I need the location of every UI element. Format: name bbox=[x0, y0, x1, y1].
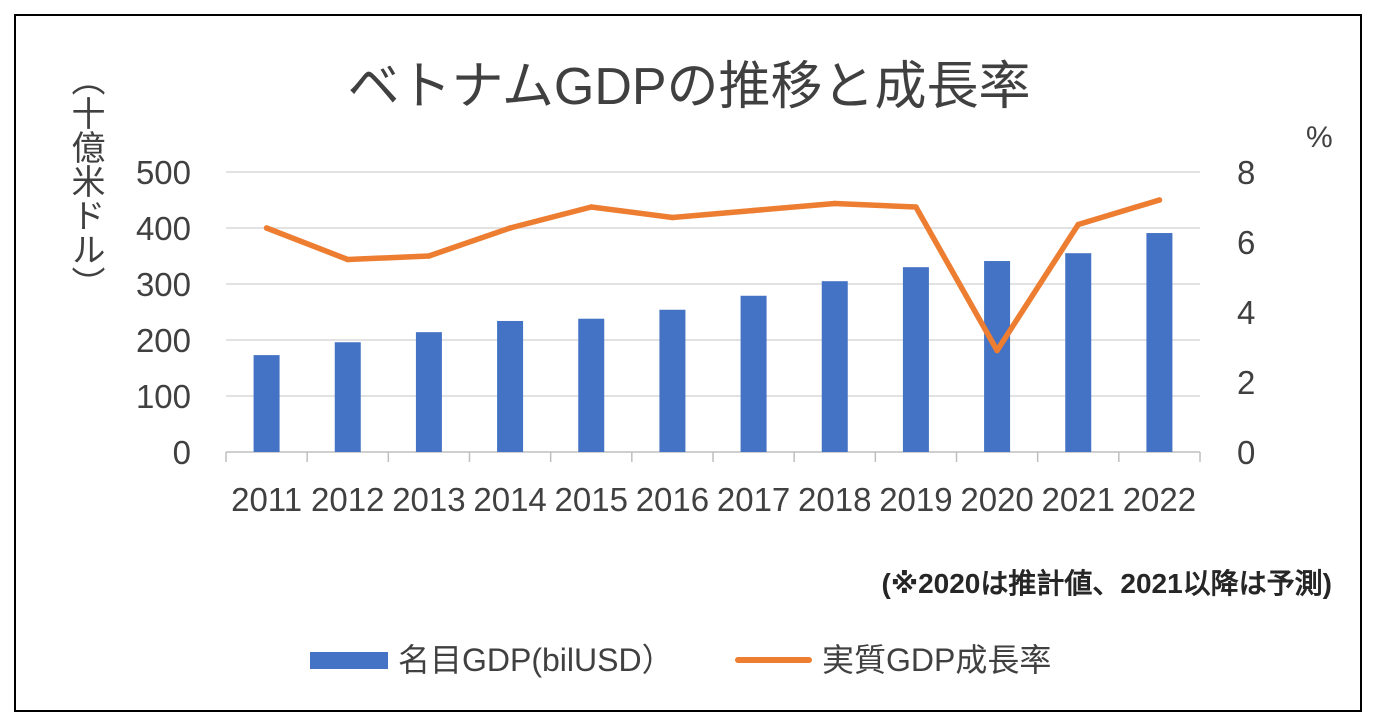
y-tick-label: 400 bbox=[136, 210, 191, 247]
x-axis bbox=[225, 451, 1201, 462]
y-tick-label: 0 bbox=[173, 434, 191, 471]
bar-2018 bbox=[821, 281, 848, 452]
legend-label-nominal-gdp: 名目GDP(bilUSD） bbox=[398, 642, 674, 678]
line-point-2020 bbox=[994, 347, 1000, 354]
line-point-2019 bbox=[913, 204, 919, 210]
bar-2011 bbox=[253, 355, 280, 452]
y-tick-label: 500 bbox=[136, 154, 191, 191]
chart-frame bbox=[14, 14, 1362, 712]
bar-2019 bbox=[902, 267, 929, 452]
line-point-2011 bbox=[263, 225, 270, 231]
y2-tick-label: 0 bbox=[1237, 434, 1255, 471]
line-point-2012 bbox=[344, 256, 351, 263]
bar-2021 bbox=[1065, 253, 1092, 452]
bar-2012 bbox=[334, 342, 361, 452]
bar-2015 bbox=[578, 318, 605, 452]
x-tick-label: 2017 bbox=[717, 481, 790, 518]
y-axis-right-labels: 0 2 4 6 8 bbox=[1237, 154, 1255, 471]
y-tick-label: 200 bbox=[136, 322, 191, 359]
x-axis-labels: 2011 2012 2013 2014 2015 2016 2017 2018 2019 2020… bbox=[231, 481, 1196, 518]
bar-2014 bbox=[497, 320, 524, 452]
y-tick-label: 100 bbox=[136, 378, 191, 415]
x-tick-label: 2018 bbox=[798, 481, 871, 518]
bar-2020 bbox=[984, 261, 1011, 452]
gridlines bbox=[226, 171, 1200, 397]
bar-2016 bbox=[659, 309, 686, 452]
secondary-y-axis-unit: % bbox=[1306, 121, 1333, 154]
x-tick-label: 2012 bbox=[311, 481, 384, 518]
x-tick-label: 2019 bbox=[879, 481, 952, 518]
y-axis-left-labels: 0 100 200 300 400 500 bbox=[136, 154, 191, 471]
y2-tick-label: 4 bbox=[1237, 294, 1255, 331]
x-tick-label: 2013 bbox=[392, 481, 465, 518]
chart-note: (※2020は推計値、2021以降は予測) bbox=[881, 568, 1332, 599]
bar-2022 bbox=[1146, 233, 1173, 452]
x-tick-label: 2020 bbox=[960, 481, 1033, 518]
line-point-2018 bbox=[831, 200, 838, 207]
line-point-2021 bbox=[1075, 221, 1082, 228]
growth-line bbox=[263, 197, 1163, 354]
bar-2013 bbox=[415, 332, 442, 452]
legend-item-real-gdp-growth: 実質GDP成長率 bbox=[735, 640, 1051, 680]
x-tick-label: 2014 bbox=[473, 481, 546, 518]
y-tick-label: 300 bbox=[136, 266, 191, 303]
legend-label-real-gdp-growth: 実質GDP成長率 bbox=[822, 642, 1052, 678]
line-series-real-gdp-growth bbox=[263, 197, 1163, 354]
legend-swatch-line bbox=[735, 657, 812, 663]
line-point-2013 bbox=[426, 253, 432, 259]
line-point-2022 bbox=[1156, 197, 1163, 203]
line-point-2015 bbox=[588, 204, 595, 210]
y-axis-label: （十億米ドル） bbox=[66, 62, 104, 300]
bar-2017 bbox=[740, 295, 767, 452]
chart-title: ベトナムGDPの推移と成長率 bbox=[347, 58, 1031, 116]
y2-tick-label: 8 bbox=[1237, 154, 1255, 191]
x-tick-label: 2022 bbox=[1123, 481, 1196, 518]
x-tick-label: 2011 bbox=[231, 481, 302, 518]
y2-tick-label: 2 bbox=[1237, 364, 1255, 401]
line-point-2014 bbox=[507, 225, 513, 231]
bar-series-nominal-gdp bbox=[253, 233, 1173, 452]
legend-item-nominal-gdp: 名目GDP(bilUSD） bbox=[310, 640, 674, 680]
x-tick-label: 2016 bbox=[636, 481, 709, 518]
y2-tick-label: 6 bbox=[1237, 224, 1255, 261]
legend-swatch-bar bbox=[310, 651, 388, 669]
x-tick-label: 2021 bbox=[1042, 481, 1115, 518]
line-point-2017 bbox=[750, 207, 757, 214]
x-tick-label: 2015 bbox=[555, 481, 628, 518]
line-point-2016 bbox=[669, 214, 676, 221]
